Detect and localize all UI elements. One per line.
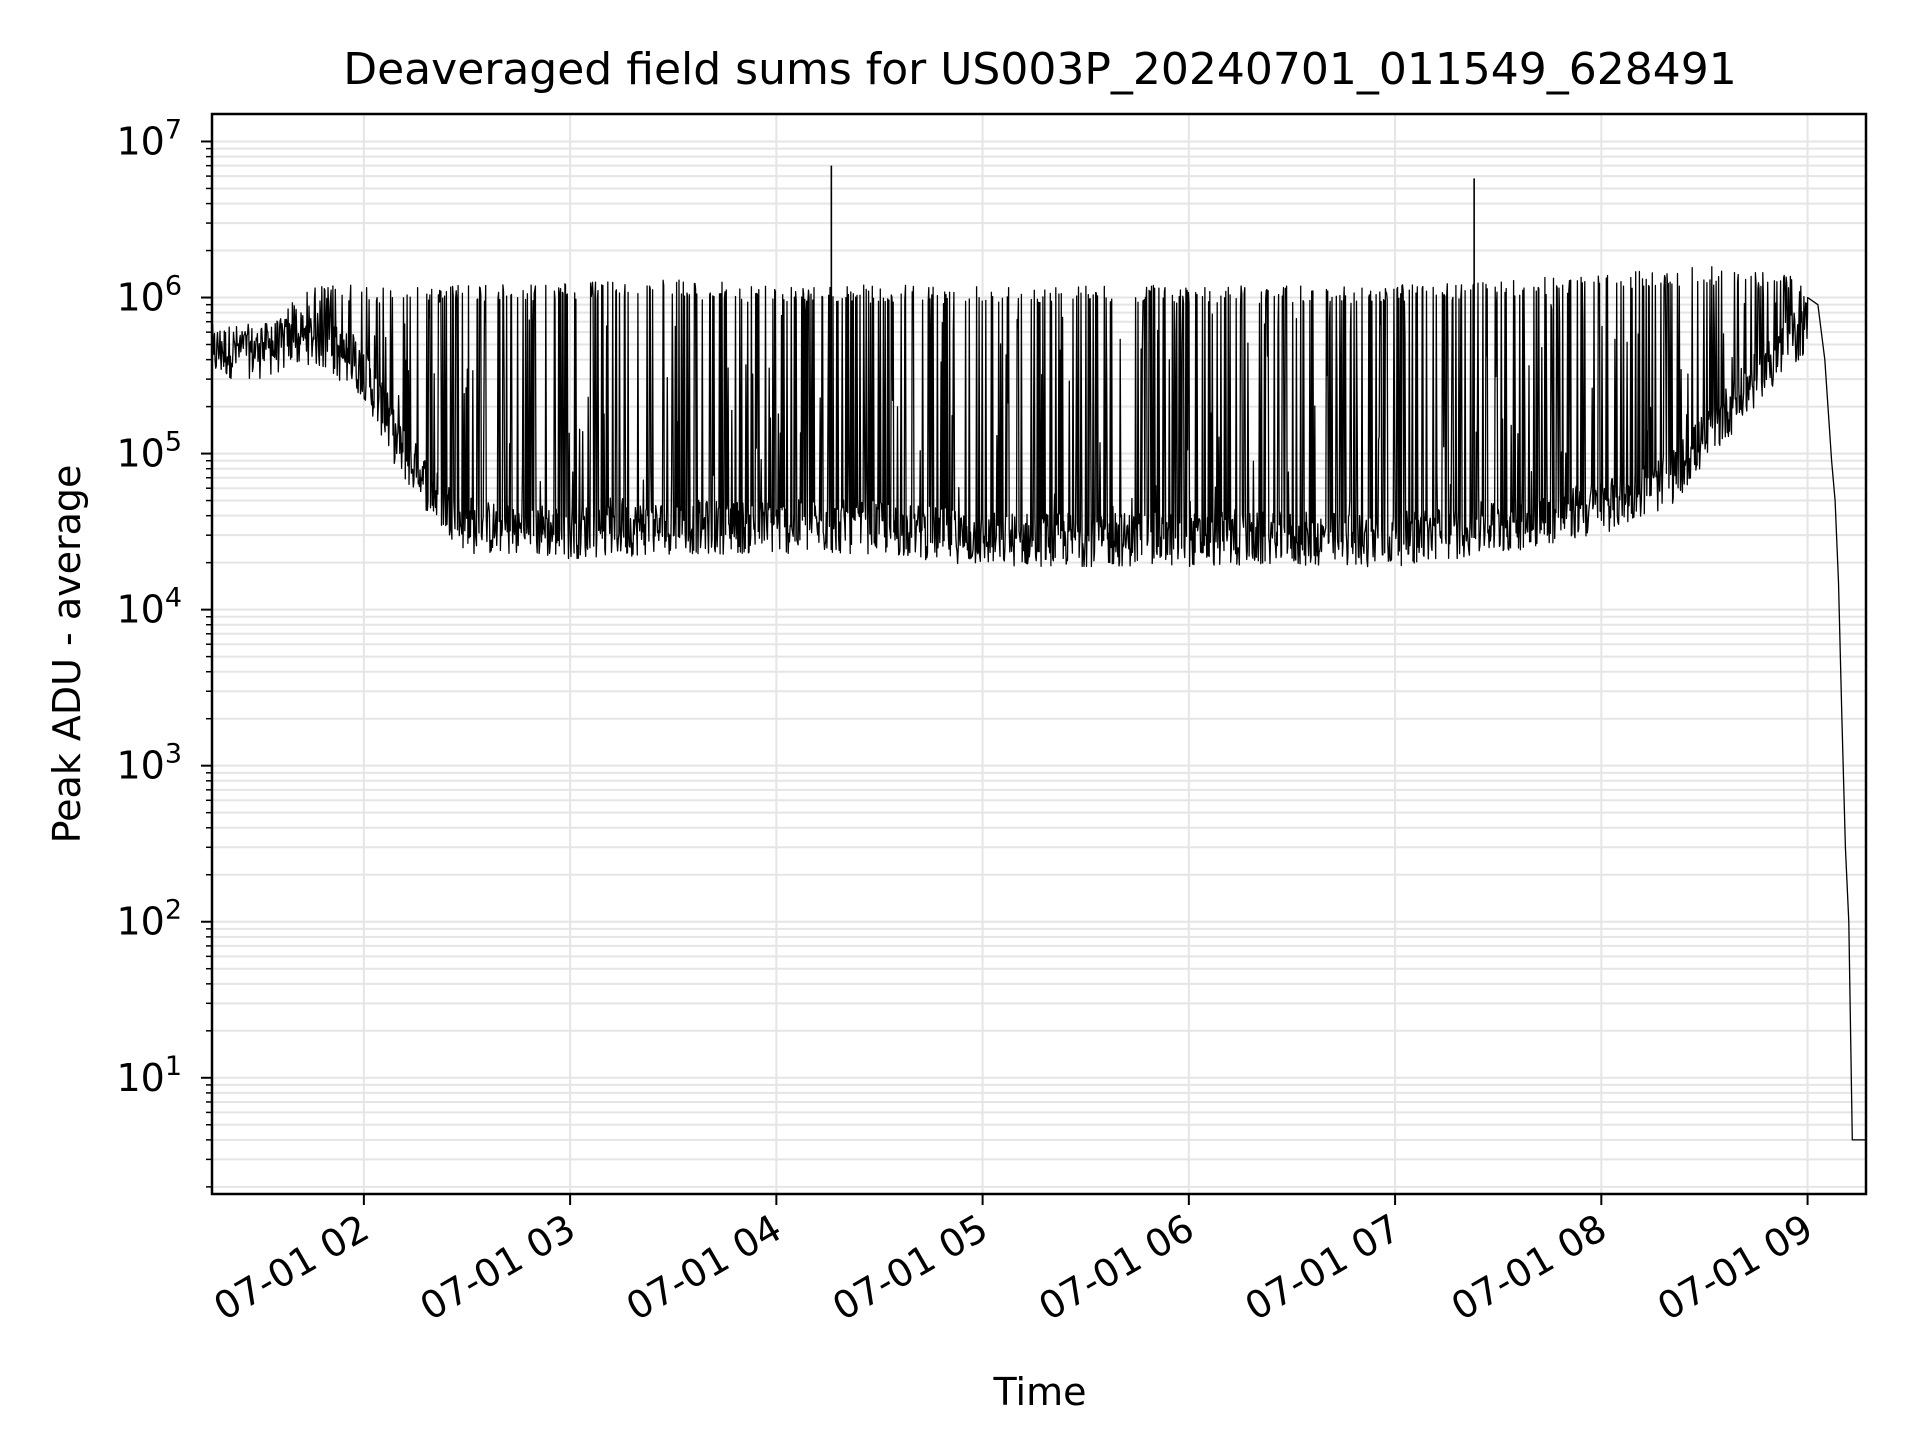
grid xyxy=(212,114,1866,1194)
y-tick-label: 101 xyxy=(116,1051,182,1100)
series-line xyxy=(211,266,1866,1141)
x-tick-label: 07-01 07 xyxy=(1238,1206,1408,1330)
y-tick-label: 104 xyxy=(116,583,182,632)
x-tick-label: 07-01 06 xyxy=(1031,1206,1201,1330)
x-tick-label: 07-01 09 xyxy=(1650,1206,1820,1330)
y-axis: 101 102 103 104 105 106 107 xyxy=(116,114,212,1188)
y-tick-label: 106 xyxy=(116,271,182,320)
x-tick-label: 07-01 08 xyxy=(1444,1206,1614,1330)
x-tick-label: 07-01 02 xyxy=(206,1206,376,1330)
x-tick-label: 07-01 03 xyxy=(413,1206,583,1330)
x-axis: 07-01 02 07-01 03 07-01 04 07-01 05 07-01 06… xyxy=(206,1194,1820,1329)
plot-frame xyxy=(210,112,1868,1196)
x-tick-label: 07-01 04 xyxy=(619,1206,789,1330)
series xyxy=(211,165,1866,1141)
chart-title: Deaveraged field sums for US003P_2024070… xyxy=(343,44,1737,95)
x-axis-label: Time xyxy=(993,1370,1087,1414)
y-tick-label: 102 xyxy=(116,895,182,944)
x-tick-label: 07-01 05 xyxy=(825,1206,995,1330)
y-tick-label: 107 xyxy=(116,114,182,163)
y-tick-label: 103 xyxy=(116,739,182,788)
y-tick-label: 105 xyxy=(116,427,182,476)
y-axis-label: Peak ADU - average xyxy=(45,465,89,844)
